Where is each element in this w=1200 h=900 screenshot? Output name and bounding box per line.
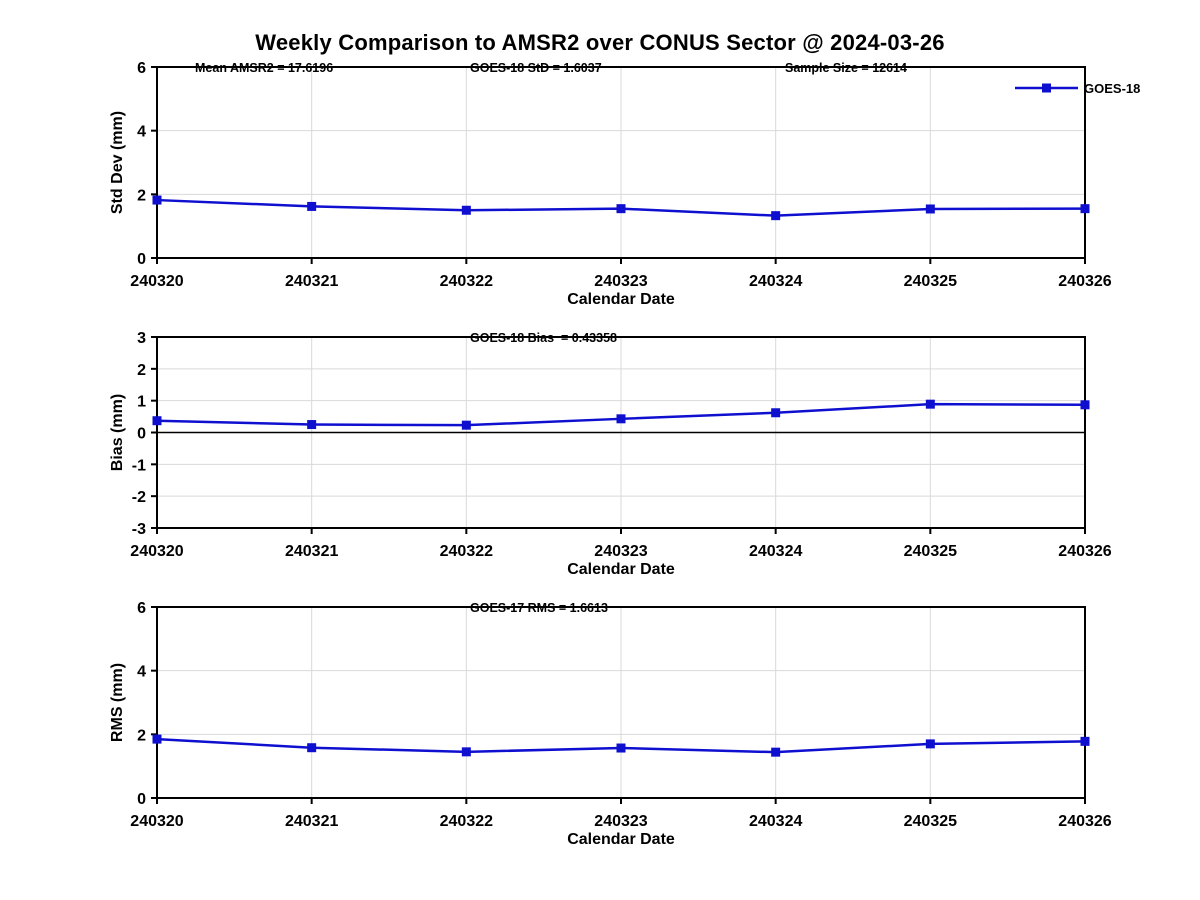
data-marker — [616, 204, 626, 214]
stat-annotation: GOES-17 RMS = 1.6613 — [470, 601, 608, 615]
x-tick-label: 240326 — [1058, 543, 1111, 560]
data-marker — [307, 201, 317, 211]
x-tick-label: 240326 — [1058, 813, 1111, 830]
data-marker — [461, 205, 471, 215]
x-tick-label: 240324 — [749, 273, 802, 290]
legend-marker — [1042, 83, 1051, 93]
x-tick-label: 240321 — [285, 813, 338, 830]
data-marker — [925, 204, 935, 214]
y-tick-label: 4 — [137, 124, 146, 141]
figure-title: Weekly Comparison to AMSR2 over CONUS Se… — [255, 30, 945, 55]
std-dev-chart: 0 2 4 6 240320 240321 240322 240323 240324 240325… — [109, 60, 1140, 308]
data-marker — [925, 399, 935, 409]
data-marker — [461, 747, 471, 757]
y-tick-label: 4 — [137, 664, 146, 681]
y-tick-label: 6 — [137, 60, 146, 77]
y-tick-label: -3 — [132, 521, 146, 538]
data-marker — [616, 414, 626, 424]
data-marker — [307, 420, 317, 430]
x-tick-label: 240325 — [904, 813, 957, 830]
y-tick-label: 0 — [137, 426, 146, 443]
x-tick-label: 240323 — [594, 543, 647, 560]
y-tick-label: 6 — [137, 600, 146, 617]
data-marker — [152, 195, 162, 205]
data-marker — [1080, 204, 1090, 214]
y-axis-title: RMS (mm) — [109, 663, 126, 742]
stat-annotation: GOES-18 Bias = 0.43358 — [470, 331, 617, 345]
y-tick-label: 2 — [137, 362, 146, 379]
y-tick-label: -1 — [132, 457, 146, 474]
x-tick-label: 240320 — [130, 273, 183, 290]
x-tick-label: 240325 — [904, 273, 957, 290]
y-tick-label: 0 — [137, 791, 146, 808]
data-marker — [307, 743, 317, 753]
x-tick-label: 240322 — [440, 813, 493, 830]
y-tick-label: 2 — [137, 727, 146, 744]
x-tick-label: 240325 — [904, 543, 957, 560]
y-tick-label: 0 — [137, 251, 146, 268]
x-tick-label: 240323 — [594, 813, 647, 830]
data-marker — [771, 408, 781, 418]
y-axis-title: Std Dev (mm) — [109, 111, 126, 214]
x-tick-label: 240321 — [285, 543, 338, 560]
x-tick-label: 240324 — [749, 543, 802, 560]
data-marker — [771, 211, 781, 221]
data-marker — [616, 743, 626, 753]
x-axis-title: Calendar Date — [567, 291, 675, 308]
x-tick-label: 240323 — [594, 273, 647, 290]
x-tick-label: 240326 — [1058, 273, 1111, 290]
y-tick-label: 2 — [137, 187, 146, 204]
x-tick-label: 240322 — [440, 273, 493, 290]
data-marker — [461, 420, 471, 430]
stat-annotation: Sample Size = 12614 — [785, 61, 907, 75]
y-tick-label: 3 — [137, 330, 146, 347]
x-axis-title: Calendar Date — [567, 561, 675, 578]
x-tick-label: 240320 — [130, 813, 183, 830]
x-axis-title: Calendar Date — [567, 831, 675, 848]
stat-annotation: Mean AMSR2 = 17.6196 — [195, 61, 333, 75]
data-marker — [152, 416, 162, 426]
data-marker — [925, 739, 935, 749]
x-tick-label: 240324 — [749, 813, 802, 830]
rms-chart: 0 2 4 6 240320 240321 240322 240323 240324 240325… — [109, 600, 1112, 848]
data-marker — [1080, 736, 1090, 746]
data-marker — [152, 734, 162, 744]
x-tick-label: 240321 — [285, 273, 338, 290]
bias-chart: -3 -2 -1 0 1 2 3 240320 240321 240322 240323 240324… — [109, 330, 1112, 578]
x-tick-label: 240322 — [440, 543, 493, 560]
data-marker — [1080, 400, 1090, 410]
y-axis-title: Bias (mm) — [109, 394, 126, 471]
y-tick-label: -2 — [132, 489, 146, 506]
x-tick-label: 240320 — [130, 543, 183, 560]
stat-annotation: GOES-18 StD = 1.6037 — [470, 61, 602, 75]
legend-label: GOES-18 — [1084, 81, 1140, 96]
y-tick-label: 1 — [137, 394, 146, 411]
data-marker — [771, 747, 781, 757]
